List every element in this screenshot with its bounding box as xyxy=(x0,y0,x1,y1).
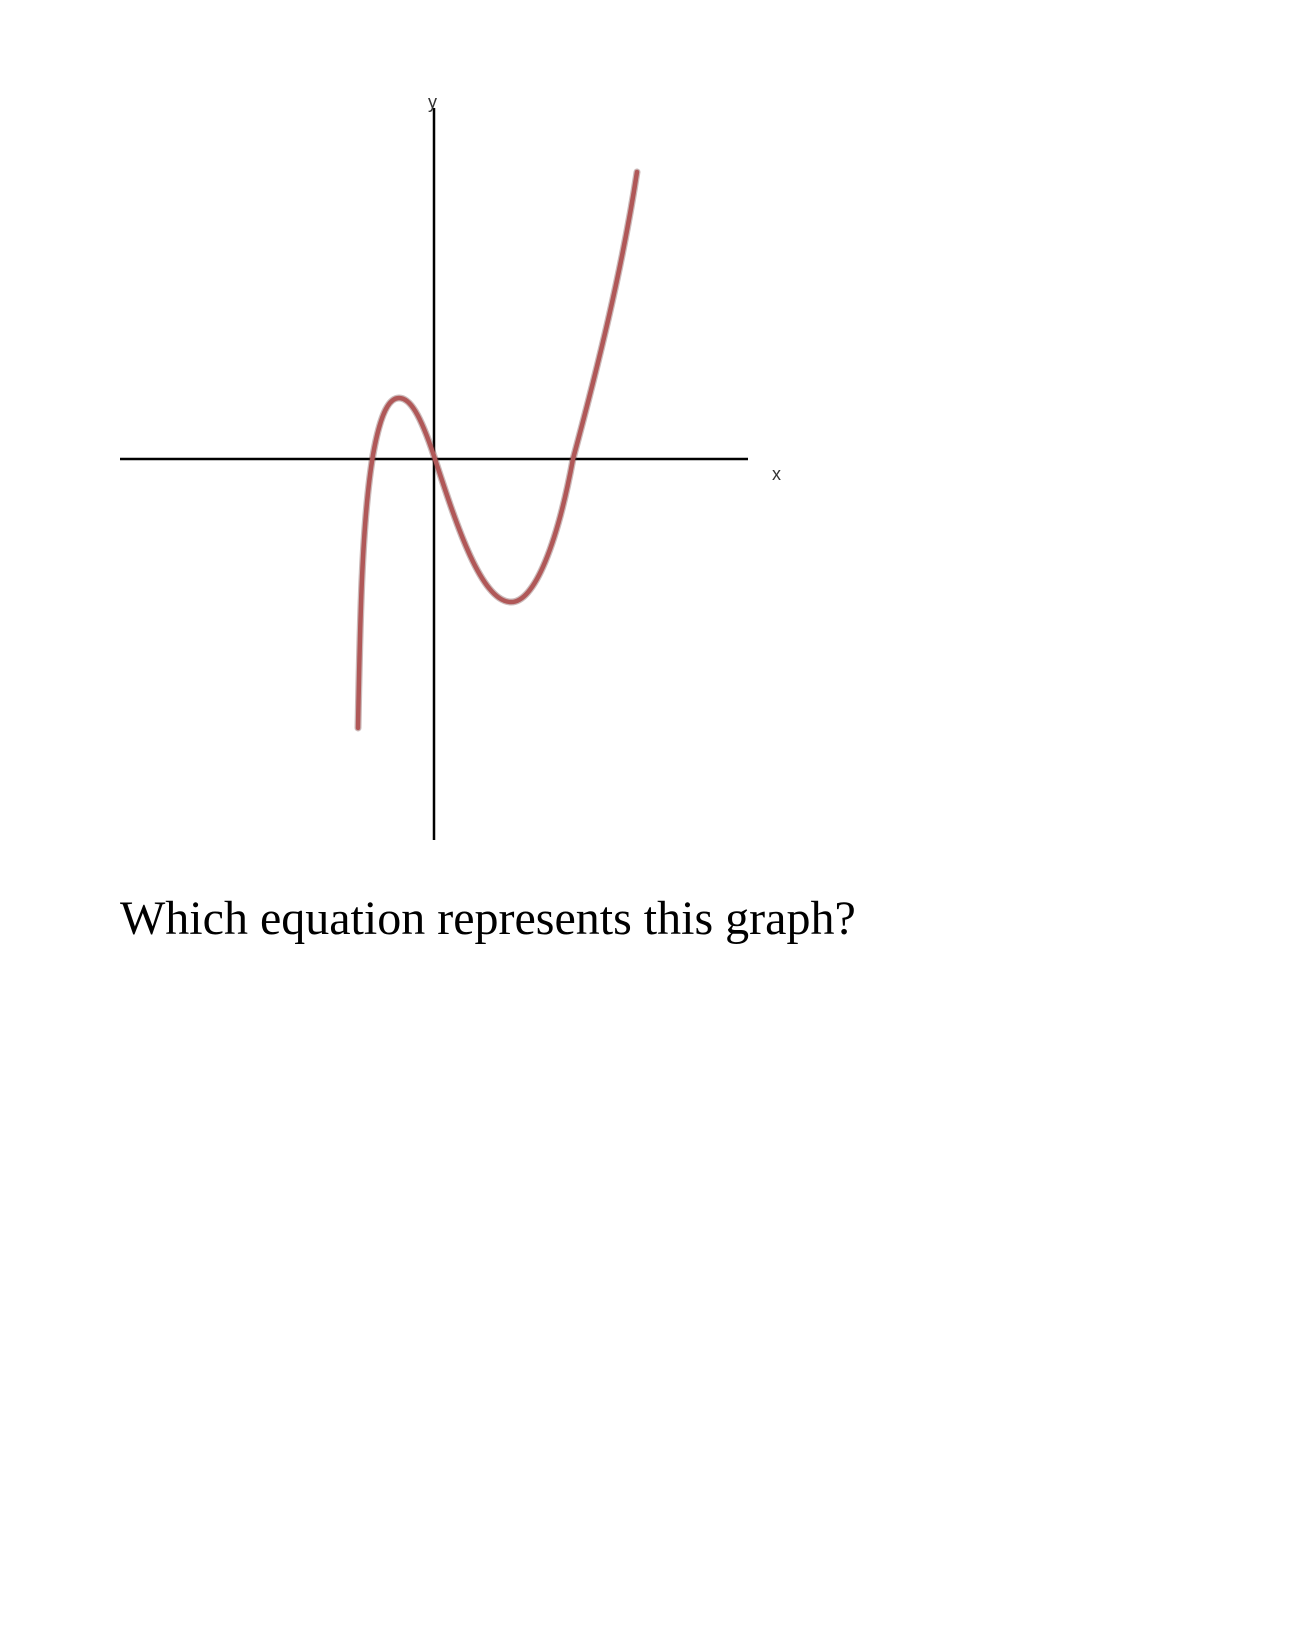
x-axis-label: x xyxy=(772,464,781,484)
question-text: Which equation represents this graph? xyxy=(120,892,856,945)
y-axis-label: y xyxy=(428,92,437,112)
curve-shadow xyxy=(354,168,641,732)
cubic-curve xyxy=(355,169,640,731)
function-graph: y x xyxy=(120,92,781,840)
